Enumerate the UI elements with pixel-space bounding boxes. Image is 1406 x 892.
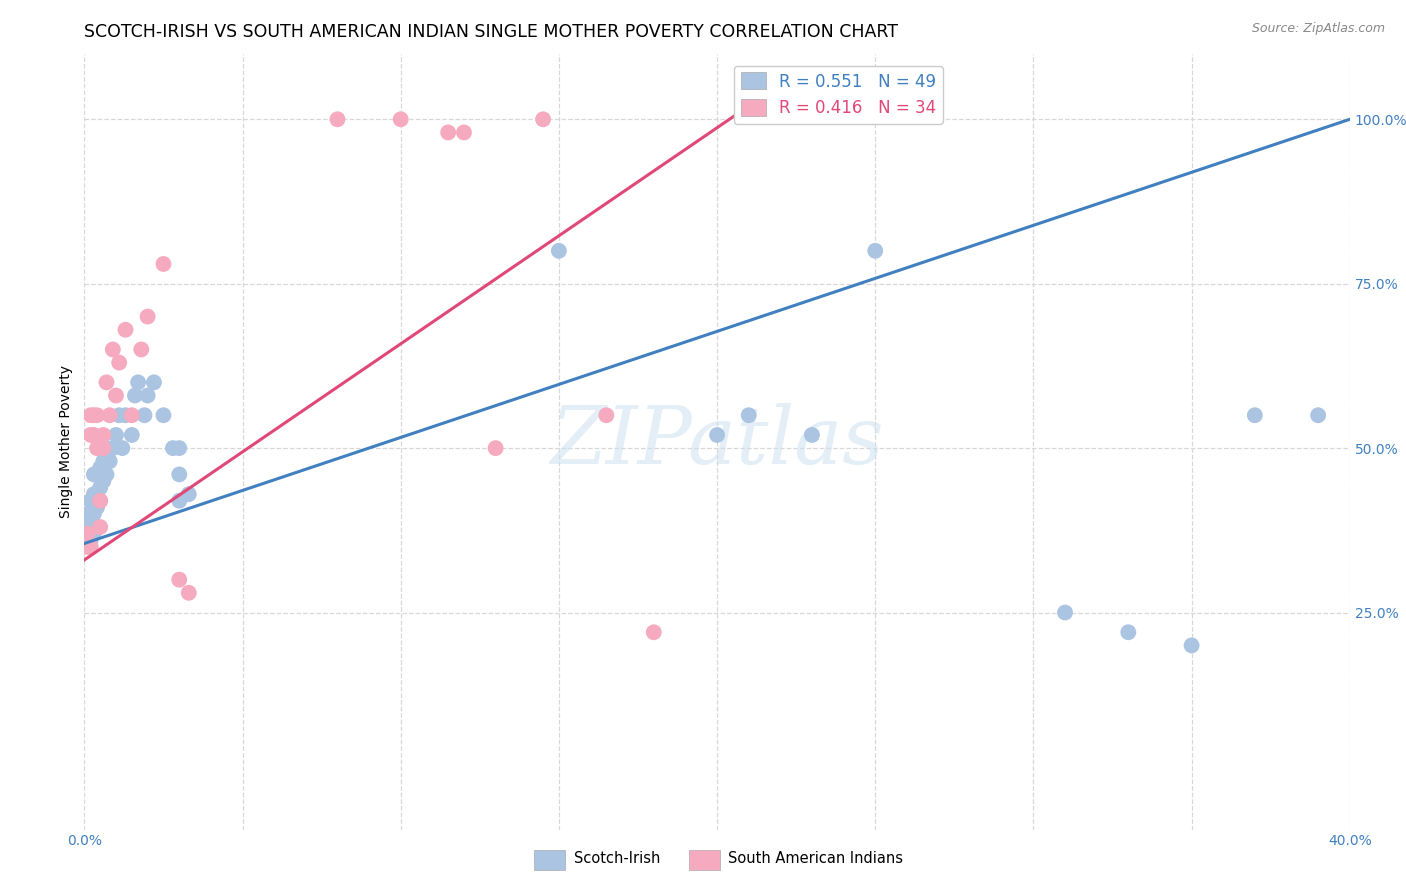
Point [643, 625, 665, 640]
Point [96, 441, 118, 455]
Point [76, 526, 98, 541]
Point [79, 540, 103, 554]
Point [86, 409, 108, 423]
Point [169, 573, 191, 587]
Point [86, 500, 108, 515]
Point [121, 428, 143, 442]
Point [86, 441, 108, 455]
Point [76, 540, 98, 554]
Point [79, 428, 103, 442]
Point [453, 125, 475, 139]
Point [177, 586, 200, 600]
Point [136, 388, 159, 402]
Point [83, 487, 105, 501]
Point [79, 533, 103, 548]
Point [169, 441, 191, 455]
Point [136, 310, 159, 324]
Point [389, 112, 412, 127]
Point [484, 441, 508, 455]
Point [595, 409, 617, 423]
Text: Source: ZipAtlas.com: Source: ZipAtlas.com [1251, 22, 1385, 36]
Point [127, 376, 149, 390]
Point [162, 441, 184, 455]
Point [89, 493, 111, 508]
Point [111, 441, 134, 455]
Point [105, 428, 127, 442]
Point [108, 356, 131, 370]
Point [121, 409, 143, 423]
Point [89, 481, 111, 495]
Point [93, 474, 115, 488]
Point [98, 454, 121, 468]
Point [169, 493, 191, 508]
Point [105, 388, 127, 402]
Point [83, 507, 105, 521]
Point [101, 343, 124, 357]
Point [83, 467, 105, 482]
Point [96, 467, 118, 482]
Text: SCOTCH-IRISH VS SOUTH AMERICAN INDIAN SINGLE MOTHER POVERTY CORRELATION CHART: SCOTCH-IRISH VS SOUTH AMERICAN INDIAN SI… [84, 23, 898, 41]
Point [1308, 409, 1330, 423]
Point [1118, 625, 1140, 640]
Point [129, 343, 153, 357]
Point [86, 467, 108, 482]
Point [89, 493, 111, 508]
Point [114, 323, 136, 337]
Point [76, 520, 98, 534]
Point [863, 244, 887, 258]
Point [79, 493, 103, 508]
Text: ZIPatlas: ZIPatlas [550, 403, 884, 480]
Point [437, 125, 460, 139]
Point [177, 487, 200, 501]
Y-axis label: Single Mother Poverty: Single Mother Poverty [59, 365, 73, 518]
Point [124, 388, 146, 402]
Point [143, 376, 166, 390]
Point [152, 409, 174, 423]
Point [706, 428, 728, 442]
Point [79, 409, 103, 423]
Point [169, 467, 191, 482]
Point [93, 428, 115, 442]
Point [108, 409, 131, 423]
Text: South American Indians: South American Indians [728, 852, 903, 866]
Point [1180, 639, 1202, 653]
Point [83, 428, 105, 442]
Point [76, 540, 98, 554]
Point [93, 454, 115, 468]
Point [1243, 409, 1265, 423]
Point [1054, 606, 1077, 620]
Point [152, 257, 174, 271]
Point [86, 487, 108, 501]
Point [89, 520, 111, 534]
Point [93, 441, 115, 455]
Point [326, 112, 349, 127]
Point [96, 376, 118, 390]
Point [83, 526, 105, 541]
Point [76, 533, 98, 548]
Point [101, 441, 124, 455]
Point [134, 409, 156, 423]
Point [83, 409, 105, 423]
Point [737, 409, 759, 423]
Point [76, 507, 98, 521]
Legend: R = 0.551   N = 49, R = 0.416   N = 34: R = 0.551 N = 49, R = 0.416 N = 34 [734, 66, 943, 124]
Point [531, 112, 554, 127]
Point [79, 507, 103, 521]
Point [89, 460, 111, 475]
Point [548, 244, 571, 258]
Point [801, 428, 824, 442]
Point [98, 409, 121, 423]
Point [114, 409, 136, 423]
Point [79, 520, 103, 534]
Text: Scotch-Irish: Scotch-Irish [574, 852, 659, 866]
